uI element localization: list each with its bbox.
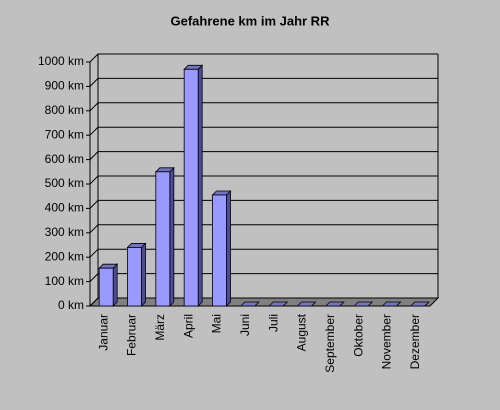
y-tick-label: 700 km: [45, 127, 84, 141]
bar-top: [409, 301, 430, 307]
back-wall: [90, 54, 438, 306]
bar-top: [239, 301, 260, 307]
bar-side: [112, 263, 118, 307]
y-tick-label: 0 km: [58, 298, 84, 312]
bar-top: [268, 301, 289, 307]
y-tick-label: 1000 km: [38, 54, 84, 68]
x-tick-label: Februar: [125, 314, 139, 356]
x-tick-label: März: [153, 314, 167, 341]
bar-top: [353, 301, 374, 307]
y-tick-label: 400 km: [45, 201, 84, 215]
bar-side: [197, 64, 203, 307]
bar: [183, 68, 199, 307]
x-tick-label: November: [380, 314, 394, 369]
y-tick-label: 100 km: [45, 274, 84, 288]
y-tick-label: 800 km: [45, 103, 84, 117]
bar: [127, 247, 142, 307]
y-tick-label: 200 km: [45, 249, 84, 263]
x-tick-label: Juli: [266, 314, 280, 332]
y-tick-label: 300 km: [45, 225, 84, 239]
bar: [212, 194, 227, 307]
y-tick-label: 500 km: [45, 176, 84, 190]
bar-side: [141, 242, 146, 307]
bar-side: [169, 166, 175, 307]
bar: [155, 171, 171, 307]
bar-top: [324, 301, 345, 307]
bar-top: [381, 301, 402, 307]
x-tick-label: Oktober: [351, 314, 365, 357]
x-tick-label: Dezember: [408, 314, 422, 369]
chart-title: Gefahrene km im Jahr RR: [171, 13, 331, 28]
x-tick-label: April: [181, 314, 195, 338]
y-tick-label: 900 km: [45, 79, 84, 93]
bar: [98, 267, 114, 307]
y-tick-label: 600 km: [45, 152, 84, 166]
x-tick-label: Juni: [238, 314, 252, 336]
x-tick-label: Mai: [210, 314, 224, 333]
bar-top: [296, 301, 317, 307]
x-tick-label: August: [295, 313, 309, 351]
x-tick-label: September: [323, 314, 337, 373]
bar-side: [226, 190, 231, 307]
x-tick-label: Januar: [96, 314, 110, 351]
